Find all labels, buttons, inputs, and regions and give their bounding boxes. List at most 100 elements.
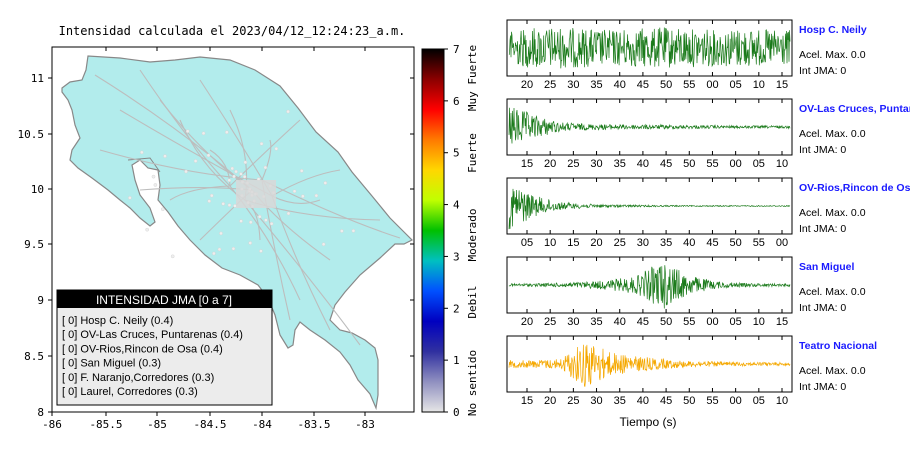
- map-x-axis: -86 -85.5 -85 -84.5 -84 -83.5 -83: [42, 47, 375, 431]
- time-tick-label: 35: [660, 237, 672, 249]
- map-y-tick-label: 8.5: [24, 350, 44, 363]
- colorbar-category-label: Fuerte: [466, 133, 479, 173]
- seismogram-panels: 20 25 30 35 40 45 50 55 00 05 10 15 Hosp C. Neily Ace…: [506, 19, 910, 407]
- int-jma: Int JMA: 0: [799, 223, 846, 235]
- time-tick-label: 20: [521, 79, 533, 91]
- colorbar-tick-label: 6: [453, 95, 460, 108]
- int-jma: Int JMA: 0: [799, 144, 846, 156]
- time-tick-label: 35: [614, 395, 626, 407]
- seismogram-panel: 05 10 15 20 25 30 35 40 45 50 55 00 OV-Rios,Rincon d…: [506, 177, 910, 249]
- time-tick-label: 45: [637, 79, 649, 91]
- int-jma: Int JMA: 0: [799, 65, 846, 77]
- intensity-legend: INTENSIDAD JMA [0 a 7] [ 0] Hosp C. Neil…: [56, 289, 273, 406]
- time-tick-label: 00: [730, 395, 742, 407]
- time-tick-label: 20: [521, 316, 533, 328]
- valle-central-cluster: [236, 180, 276, 208]
- station-name: Hosp C. Neily: [799, 24, 867, 36]
- colorbar-category-label: Moderado: [466, 209, 479, 262]
- time-tick-label: 45: [637, 316, 649, 328]
- time-axis-label: Tiempo (s): [620, 415, 677, 429]
- time-tick-label: 10: [776, 158, 788, 170]
- time-tick-label: 25: [567, 395, 579, 407]
- time-tick-label: 05: [521, 237, 533, 249]
- seismogram-panel: 15 20 25 30 35 40 45 50 55 00 05 10 Teatro Nacional A…: [506, 335, 877, 407]
- time-tick-label: 35: [614, 158, 626, 170]
- colorbar-category-label: No sentido: [466, 350, 479, 416]
- time-tick-label: 30: [637, 237, 649, 249]
- colorbar-tick-label: 1: [453, 354, 460, 367]
- time-tick-label: 10: [544, 237, 556, 249]
- legend-item: [ 0] Hosp C. Neily (0.4): [62, 315, 173, 327]
- acel-max: Acel. Max. 0.0: [799, 365, 866, 377]
- acel-max: Acel. Max. 0.0: [799, 286, 866, 298]
- colorbar-tick-label: 3: [453, 250, 460, 263]
- int-jma: Int JMA: 0: [799, 381, 846, 393]
- map-x-tick-label: -84.5: [193, 418, 226, 431]
- time-tick-label: 50: [730, 237, 742, 249]
- time-tick-label: 05: [753, 395, 765, 407]
- colorbar-tick-label: 5: [453, 147, 460, 160]
- station-name: OV-Las Cruces, Puntarenas: [799, 103, 910, 115]
- time-tick-label: 10: [753, 316, 765, 328]
- colorbar-gradient: [421, 48, 445, 413]
- int-jma: Int JMA: 0: [799, 302, 846, 314]
- time-tick-label: 00: [706, 316, 718, 328]
- time-tick-label: 00: [706, 79, 718, 91]
- map-x-tick-label: -84: [252, 418, 272, 431]
- colorbar-tick-label: 7: [453, 43, 460, 56]
- colorbar-tick-label: 0: [453, 406, 460, 419]
- time-tick-label: 15: [567, 237, 579, 249]
- time-tick-label: 35: [590, 79, 602, 91]
- time-tick-label: 50: [660, 316, 672, 328]
- colorbar-tick-label: 4: [453, 199, 460, 212]
- time-tick-label: 55: [683, 79, 695, 91]
- acel-max: Acel. Max. 0.0: [799, 49, 866, 61]
- waveform-line: [508, 27, 791, 69]
- legend-item: [ 0] OV-Las Cruces, Puntarenas (0.4): [62, 329, 243, 341]
- time-tick-label: 00: [730, 158, 742, 170]
- map-title: Intensidad calculada el 2023/04/12_12:24…: [59, 24, 406, 38]
- map-x-tick-label: -85: [147, 418, 167, 431]
- time-tick-label: 05: [730, 79, 742, 91]
- waveform-line: [508, 188, 791, 230]
- time-tick-label: 15: [521, 158, 533, 170]
- time-tick-label: 30: [567, 79, 579, 91]
- time-tick-label: 15: [776, 79, 788, 91]
- station-name: San Miguel: [799, 261, 855, 273]
- time-tick-label: 10: [776, 395, 788, 407]
- time-tick-label: 45: [660, 395, 672, 407]
- legend-header-bar: [57, 290, 272, 308]
- seismogram-panel: 15 20 25 30 35 40 45 50 55 00 05 10 OV-Las Cruces, P…: [506, 98, 910, 170]
- map-y-tick-label: 11: [31, 72, 44, 85]
- time-tick-label: 20: [544, 395, 556, 407]
- map-y-tick-label: 10.5: [18, 128, 45, 141]
- time-tick-label: 50: [683, 395, 695, 407]
- time-tick-label: 05: [753, 158, 765, 170]
- legend-item: [ 0] Laurel, Corredores (0.3): [62, 386, 198, 398]
- time-tick-label: 40: [614, 79, 626, 91]
- colorbar-category-label: Muy Fuerte: [466, 45, 479, 111]
- acel-max: Acel. Max. 0.0: [799, 128, 866, 140]
- time-tick-label: 00: [776, 237, 788, 249]
- map-x-tick-label: -83: [355, 418, 375, 431]
- map-y-axis: 11 10.5 10 9.5 9 8.5 8: [18, 72, 414, 419]
- time-tick-label: 40: [614, 316, 626, 328]
- time-tick-label: 35: [590, 316, 602, 328]
- seismogram-panel: 20 25 30 35 40 45 50 55 00 05 10 15 Hosp C. Neily Ace…: [506, 19, 867, 91]
- time-tick-label: 25: [567, 158, 579, 170]
- waveform-line: [508, 265, 791, 309]
- time-tick-label: 10: [753, 79, 765, 91]
- station-name: Teatro Nacional: [799, 340, 877, 352]
- time-tick-label: 55: [683, 316, 695, 328]
- legend-header: INTENSIDAD JMA [0 a 7]: [96, 293, 232, 307]
- colorbar: 7 6 5 4 3 2 1 0 Muy Fuerte Fuerte Moderado Debil No…: [421, 43, 479, 419]
- map-y-tick-label: 8: [37, 406, 44, 419]
- seismogram-panel: 20 25 30 35 40 45 50 55 00 05 10 15 San Miguel Acel. …: [506, 256, 866, 328]
- time-tick-label: 50: [660, 79, 672, 91]
- time-tick-label: 30: [567, 316, 579, 328]
- time-tick-label: 30: [590, 158, 602, 170]
- acel-max: Acel. Max. 0.0: [799, 207, 866, 219]
- legend-item: [ 0] San Miguel (0.3): [62, 358, 161, 370]
- time-tick-label: 15: [776, 316, 788, 328]
- time-tick-label: 55: [753, 237, 765, 249]
